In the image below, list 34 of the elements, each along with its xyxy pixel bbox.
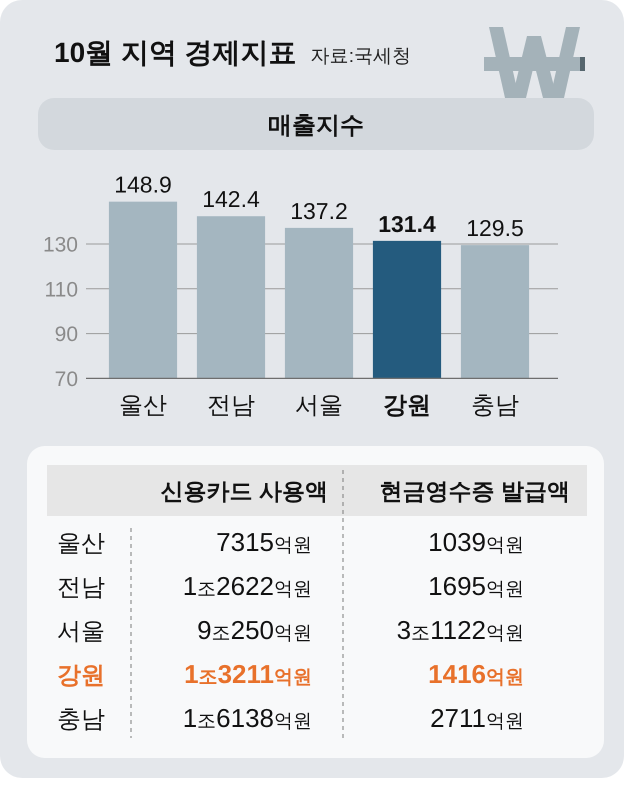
text: 1695억원 (428, 571, 524, 601)
y-tick-label: 130 (42, 234, 78, 256)
text: 9조250억원 (197, 615, 312, 645)
text: 자료:국세청 (310, 46, 411, 67)
text: 1416억원 (428, 659, 524, 689)
category-label: 울산 (57, 530, 105, 557)
x-tick-label: 강원 (383, 392, 431, 419)
data-label: 137.2 (290, 198, 348, 224)
data-label: 129.5 (466, 215, 524, 242)
text: 3조1122억원 (396, 615, 524, 645)
text: 7315억원 (216, 527, 312, 557)
text: 1조6138억원 (182, 703, 312, 733)
text: 1조3211억원 (184, 659, 312, 689)
data-label: 131.4 (378, 210, 436, 237)
data-label: 148.9 (114, 172, 172, 198)
x-tick-label: 충남 (471, 392, 519, 419)
y-tick-label: 90 (54, 323, 78, 346)
category-label: 강원 (57, 662, 105, 689)
chart-title: 10월 지역 경제지표 (54, 37, 297, 68)
category-label: 충남 (57, 706, 105, 733)
text: 1조2622억원 (182, 571, 312, 601)
x-tick-label: 전남 (207, 392, 255, 419)
text: 2711억원 (430, 703, 524, 733)
y-tick-label: 70 (54, 368, 78, 391)
category-label: 전남 (57, 574, 105, 601)
text: 1039억원 (428, 527, 524, 557)
x-tick-label: 울산 (119, 392, 167, 419)
category-label: 서울 (57, 618, 105, 645)
category-label: 신용카드 사용액 (160, 478, 328, 504)
y-tick-label: 110 (44, 278, 78, 302)
x-tick-label: 서울 (295, 392, 343, 419)
category-label: 현금영수증 발급액 (380, 478, 570, 504)
chart-subtitle: 매출지수 (268, 112, 364, 139)
data-label: 142.4 (202, 186, 260, 212)
